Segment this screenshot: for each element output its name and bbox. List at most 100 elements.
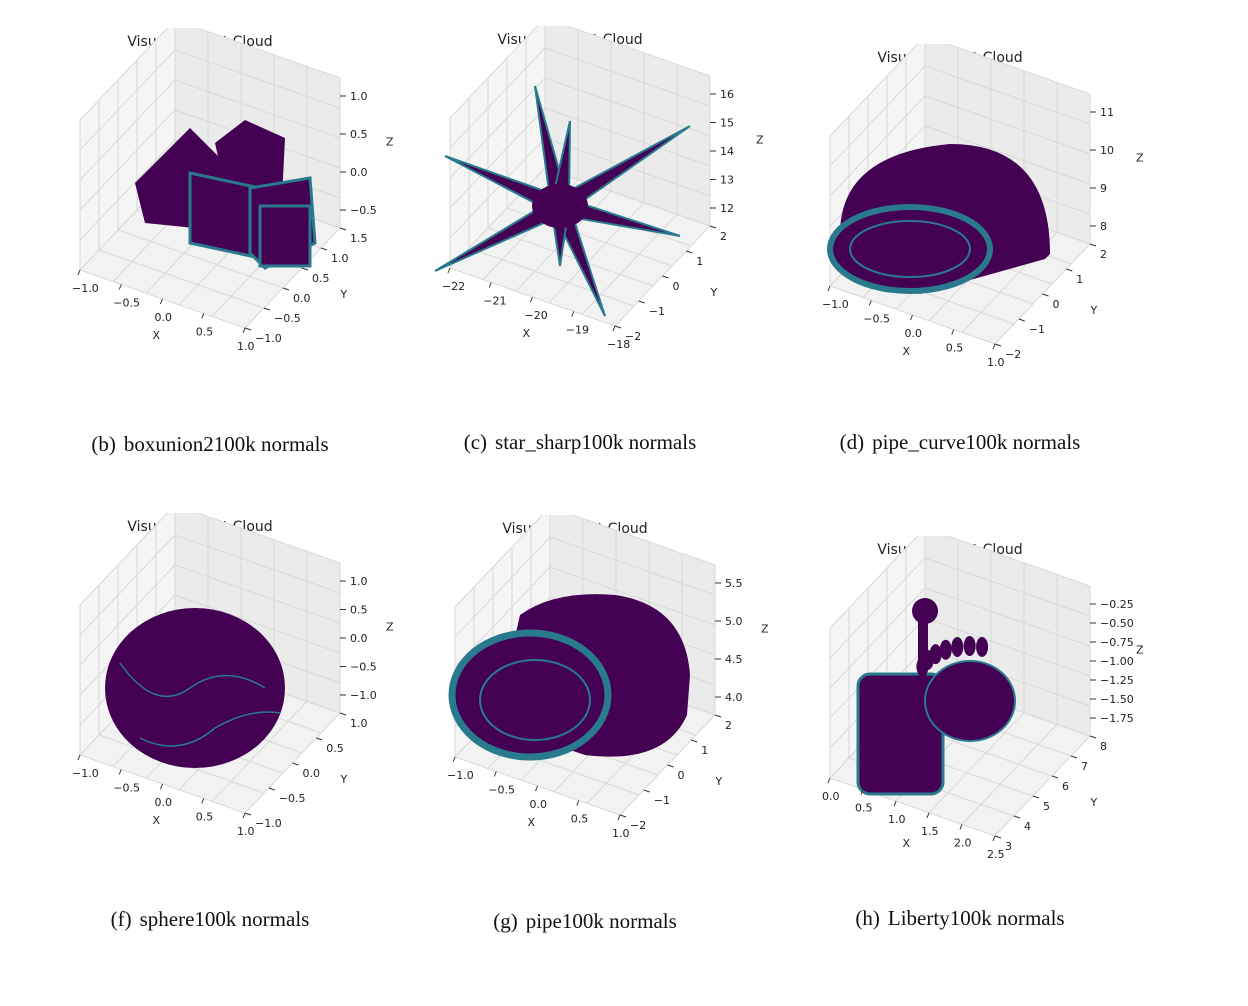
y-tick-label: 1 [696, 255, 703, 268]
x-tick [201, 313, 205, 319]
x-tick-label: 1.0 [612, 827, 630, 840]
grid-line [829, 65, 926, 167]
liberty-crown-ray [963, 636, 976, 657]
grid-line [829, 44, 919, 137]
z-tick-label: −1.00 [1100, 655, 1134, 668]
y-tick [339, 227, 347, 231]
y-tick [268, 787, 275, 791]
x-tick-label: 0.5 [196, 326, 214, 339]
x-tick [827, 777, 831, 784]
box-shape [258, 204, 312, 268]
caption-text: pipe100k normals [525, 909, 677, 933]
sphere-seam [119, 662, 266, 697]
x-tick [493, 771, 497, 777]
y-tick [714, 714, 722, 718]
x-tick [860, 789, 864, 795]
side-pane [80, 513, 175, 755]
y-tick [638, 300, 645, 304]
x-tick [926, 812, 930, 818]
y-axis-label: Y [340, 288, 348, 301]
point-cloud-chart: Visualize Point Cloud−1.0−0.50.00.51.0X−… [447, 515, 769, 840]
subfigure-caption: (d) pipe_curve100k normals [760, 430, 1160, 455]
x-tick [77, 269, 81, 276]
y-tick-label: 0.0 [293, 292, 311, 305]
grid-line [454, 536, 551, 638]
z-tick-label: 8 [1100, 220, 1107, 233]
grid-line [544, 47, 711, 107]
y-tick [244, 327, 252, 331]
grid-line [117, 229, 284, 289]
y-tick [292, 762, 299, 766]
y-tick-label: 4 [1024, 820, 1031, 833]
y-tick-label: −1 [654, 794, 670, 807]
y-tick [619, 814, 627, 818]
y-tick [614, 325, 622, 329]
tick-labels: −1.0 −0.5 0.0 0.5 1.0 X −2 −1 0 1 2 Y 4.0 4.5 5.0 5.5 Z [447, 577, 769, 840]
y-tick-label: −0.5 [279, 792, 306, 805]
subfigure-caption: (h) Liberty100k normals [760, 906, 1160, 931]
grid-line [449, 137, 546, 239]
x-tick [612, 325, 616, 332]
point-cloud-chart: Visualize Point Cloud−1.0−0.50.00.51.0X−… [72, 513, 394, 838]
x-tick [160, 298, 163, 305]
grid-line [449, 47, 546, 149]
y-tick [709, 225, 717, 229]
sphere-body [105, 608, 285, 768]
grid-line [487, 227, 654, 287]
z-tick-label: −1.75 [1100, 712, 1134, 725]
x-tick-label: −1.0 [822, 298, 849, 311]
y-tick [244, 812, 252, 816]
x-tick-label: −19 [566, 324, 589, 337]
y-axis-label: Y [710, 286, 718, 299]
x-tick [617, 814, 621, 821]
subfigure-panel: Visualize Point Cloud0.00.51.01.52.02.5X… [800, 536, 1200, 1006]
pipe-opening [448, 629, 612, 761]
grid-line [174, 49, 341, 109]
x-tick [893, 801, 897, 807]
y-tick [1066, 268, 1073, 272]
grid-line [924, 587, 1091, 647]
caption-label: (c) [463, 430, 488, 454]
grid-line [196, 513, 341, 564]
x-tick [951, 329, 955, 335]
x-tick [992, 343, 996, 350]
subfigure-panel: Visualize Point Cloud−1.0−0.50.00.51.0X−… [425, 515, 825, 985]
grid-line [449, 107, 546, 209]
x-tick-label: 0.5 [946, 342, 964, 355]
x-tick-label: −21 [483, 295, 506, 308]
caption-text: Liberty100k normals [887, 906, 1065, 930]
y-tick-label: 5 [1043, 800, 1050, 813]
grid-line [79, 564, 176, 666]
y-tick-label: 7 [1081, 760, 1088, 773]
y-tick-label: 2 [1100, 248, 1107, 261]
x-tick [118, 284, 122, 290]
z-tick-label: −0.5 [350, 204, 377, 217]
y-tick [301, 267, 309, 271]
caption-label: (b) [91, 432, 116, 456]
grid-line [549, 566, 716, 626]
y-tick-label: 0 [678, 769, 685, 782]
z-tick-label: −1.0 [350, 689, 377, 702]
y-tick [667, 764, 674, 768]
y-tick-label: −2 [1005, 348, 1021, 361]
x-tick-label: 0.0 [155, 796, 173, 809]
grid-line [449, 77, 546, 179]
y-tick-label: 1 [1076, 273, 1083, 286]
z-tick-label: 0.5 [350, 128, 368, 141]
subfigure-caption: (g) pipe100k normals [385, 909, 785, 934]
grid-line [924, 557, 1091, 617]
x-tick-label: 0.0 [530, 798, 548, 811]
grid-line [211, 701, 308, 802]
star-core [532, 184, 588, 228]
x-tick [530, 296, 533, 303]
grid-line [468, 247, 635, 307]
grid-line [924, 95, 1091, 155]
liberty-crown-ray [939, 639, 952, 660]
y-tick [1070, 755, 1078, 759]
x-tick [242, 812, 246, 819]
grid-line [79, 513, 169, 606]
z-tick-label: −0.5 [350, 661, 377, 674]
x-tick [571, 311, 575, 317]
grid-line [571, 515, 716, 566]
x-tick-label: −18 [607, 338, 630, 351]
